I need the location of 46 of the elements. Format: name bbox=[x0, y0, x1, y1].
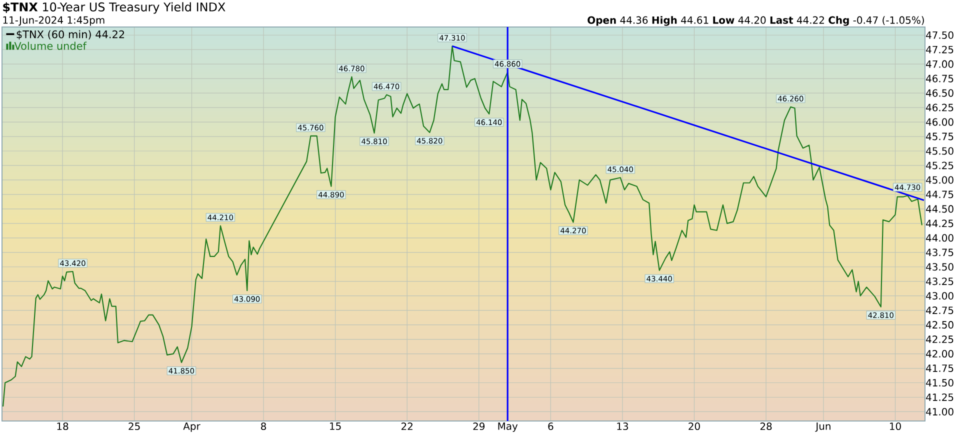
x-tick-label: 6 bbox=[548, 422, 554, 430]
y-tick-label: 45.00 bbox=[926, 176, 954, 184]
y-tick-label: 42.75 bbox=[926, 306, 954, 314]
x-tick-label: Apr bbox=[183, 422, 200, 432]
y-tick-label: 47.00 bbox=[926, 60, 954, 68]
y-tick-label: 46.75 bbox=[926, 74, 954, 82]
y-tick-label: 42.25 bbox=[926, 335, 954, 343]
x-tick-label: 25 bbox=[128, 422, 140, 430]
y-tick-label: 45.50 bbox=[926, 147, 954, 155]
y-tick-label: 45.75 bbox=[926, 132, 954, 140]
text: Open 44.36 High 44.61 Low 44.20 Last 44.22 Chg -0.47 (-1.05%) bbox=[588, 16, 924, 26]
y-tick-label: 43.25 bbox=[926, 278, 954, 286]
y-tick-label: 41.00 bbox=[926, 408, 954, 416]
y-tick-label: 46.50 bbox=[926, 89, 954, 97]
y-tick-label: 44.25 bbox=[926, 220, 954, 228]
x-tick-label: 15 bbox=[330, 422, 341, 430]
x-tick-label: May bbox=[498, 422, 518, 432]
x-tick-label: 28 bbox=[760, 422, 772, 430]
chart-subtitle: 11-Jun-2024 1:45pm bbox=[3, 16, 104, 26]
y-tick-label: 44.75 bbox=[926, 190, 954, 198]
x-tick-label: 8 bbox=[261, 422, 266, 430]
x-tick-label: 29 bbox=[473, 422, 485, 430]
x-tick-label: 10 bbox=[890, 422, 901, 430]
y-tick-label: 45.25 bbox=[926, 162, 954, 170]
y-tick-label: 47.25 bbox=[926, 46, 954, 54]
y-tick-label: 46.25 bbox=[926, 104, 954, 112]
y-tick-label: 41.50 bbox=[926, 378, 954, 386]
x-tick-label: 22 bbox=[401, 422, 412, 430]
annotation: Volume undef bbox=[14, 42, 87, 50]
chart-title: $TNX 10-Year US Treasury Yield INDX bbox=[3, 2, 226, 14]
y-tick-label: 43.75 bbox=[926, 248, 954, 256]
y-tick-label: 43.00 bbox=[926, 292, 954, 300]
x-tick-label: 20 bbox=[688, 422, 700, 430]
text: $TNX (60 min) 44.22 bbox=[16, 30, 124, 40]
x-tick-label: 13 bbox=[617, 422, 628, 430]
y-tick-label: 42.00 bbox=[926, 350, 954, 358]
y-tick-label: 44.50 bbox=[926, 205, 954, 213]
y-tick-label: 41.75 bbox=[926, 364, 954, 372]
y-tick-label: 43.50 bbox=[926, 263, 954, 271]
y-tick-label: 44.00 bbox=[926, 234, 954, 242]
x-tick-label: Jun bbox=[815, 422, 830, 432]
y-tick-label: 47.50 bbox=[926, 31, 954, 39]
y-tick-label: 42.50 bbox=[926, 320, 954, 329]
x-tick-label: 18 bbox=[57, 422, 68, 430]
y-tick-label: 46.00 bbox=[926, 118, 954, 126]
y-tick-label: 41.25 bbox=[926, 393, 954, 401]
